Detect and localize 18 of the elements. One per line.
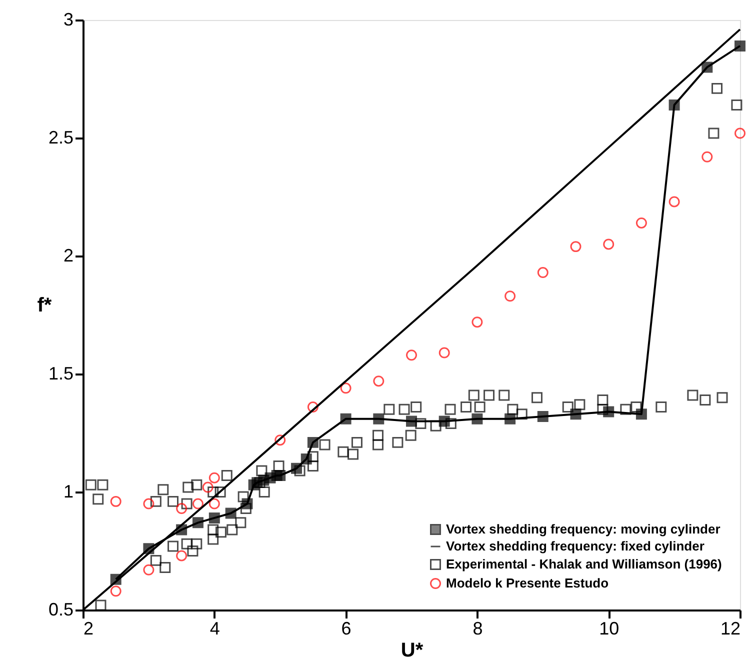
x-tick-label: 6 (341, 618, 352, 638)
y-tick-label: 3 (63, 10, 74, 30)
y-tick-label: 1.5 (48, 364, 74, 384)
x-tick-label: 2 (84, 618, 94, 638)
x-axis-title: U* (400, 640, 424, 662)
legend-label: Experimental - Khalak and Williamson (1996) (446, 556, 722, 572)
y-tick-label: 2.5 (48, 128, 74, 148)
x-tick-label: 10 (599, 618, 620, 638)
y-axis-title: f* (37, 294, 52, 316)
legend-label: Vortex shedding frequency: moving cylinder (446, 522, 720, 536)
y-tick-label: 1 (63, 482, 74, 502)
x-tick-label: 4 (210, 618, 220, 638)
x-tick-label: 12 (720, 618, 740, 638)
x-tick-label: 8 (472, 618, 483, 638)
legend-label: Vortex shedding frequency: fixed cylinder (446, 538, 704, 554)
y-tick-label: 2 (63, 246, 74, 266)
y-tick-label: 0.5 (48, 600, 74, 620)
legend-label: Modelo k Presente Estudo (446, 576, 609, 590)
